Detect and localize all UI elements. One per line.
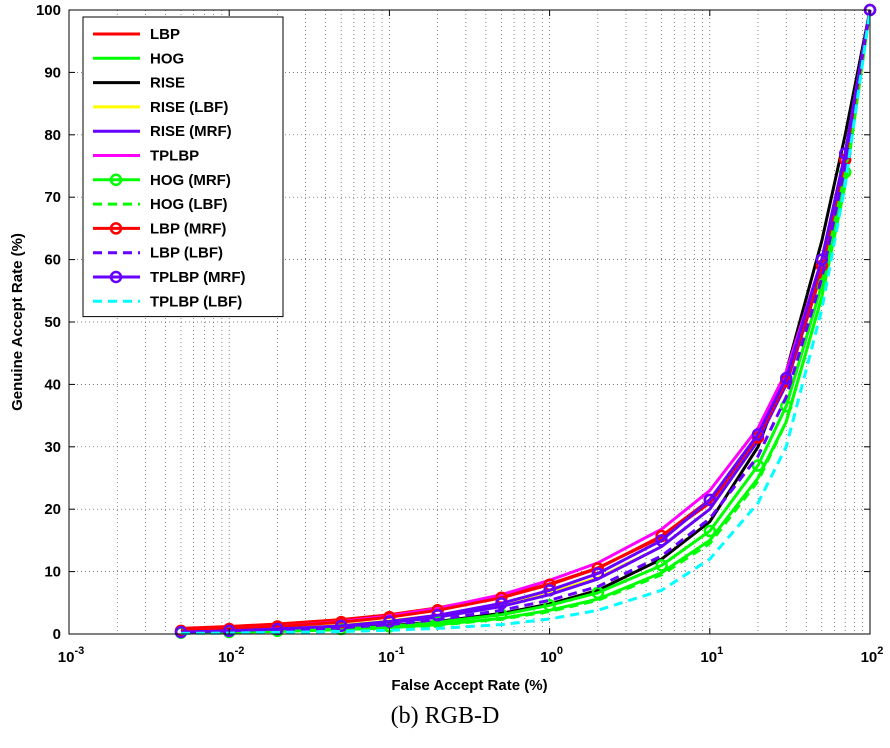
legend-label: LBP (MRF) — [150, 220, 226, 237]
x-tick-label: 102 — [861, 645, 884, 666]
series-line — [180, 9, 872, 635]
legend-label: HOG (MRF) — [150, 172, 231, 189]
y-tick-label: 30 — [44, 439, 61, 456]
y-tick-label: 90 — [44, 64, 61, 81]
series-line — [180, 9, 872, 635]
series-marker — [655, 534, 668, 547]
legend-marker — [109, 222, 123, 235]
y-tick-label: 100 — [36, 2, 61, 19]
series-marker — [543, 584, 556, 597]
legend-label: TPLBP (LBF) — [150, 293, 242, 310]
legend-marker — [109, 270, 123, 284]
series-marker — [751, 459, 765, 472]
x-tick-label: 10-1 — [378, 645, 404, 666]
legend-box — [82, 16, 284, 318]
y-tick-label: 50 — [44, 314, 61, 331]
series-marker — [751, 428, 765, 441]
series-marker — [591, 567, 605, 580]
series-marker — [495, 597, 508, 610]
y-tick-label: 70 — [44, 189, 61, 206]
legend-label: HOG (LBF) — [150, 196, 227, 213]
series-line — [180, 9, 872, 635]
series-marker — [779, 371, 793, 385]
series-marker — [815, 253, 829, 266]
series-marker — [703, 493, 717, 507]
series-marker — [655, 559, 668, 572]
series-line — [180, 9, 872, 630]
x-tick-label: 101 — [700, 645, 723, 666]
y-tick-label: 80 — [44, 127, 61, 144]
legend-label: TPLBP — [150, 148, 199, 165]
x-tick-label: 10-3 — [58, 645, 84, 666]
y-axis-label: Genuine Accept Rate (%) — [9, 233, 26, 411]
series-line — [180, 9, 872, 634]
legend-label: LBP — [150, 26, 180, 43]
legend-label: TPLBP (MRF) — [150, 269, 246, 286]
x-tick-label: 10-2 — [218, 645, 244, 666]
legend-label: LBP (LBF) — [150, 245, 223, 262]
legend-label: RISE (MRF) — [150, 123, 232, 140]
y-tick-label: 60 — [44, 252, 61, 269]
series-line — [180, 9, 872, 633]
y-tick-label: 10 — [44, 564, 61, 581]
x-tick-label: 100 — [540, 645, 563, 666]
series-marker — [334, 619, 348, 633]
legend-label: HOG — [150, 50, 184, 67]
series-lines — [174, 3, 877, 640]
y-tick-label: 20 — [44, 501, 61, 518]
series-marker — [543, 599, 556, 612]
series-marker — [703, 524, 717, 538]
legend-marker — [109, 173, 123, 187]
y-tick-label: 40 — [44, 376, 61, 393]
x-axis-label: False Accept Rate (%) — [391, 677, 547, 694]
series-line — [180, 9, 872, 634]
series-line — [180, 9, 872, 633]
legend-label: RISE (LBF) — [150, 99, 228, 116]
axis-ticks: 10-3 10-2 10-1 100 101 1020102030405060708090… — [36, 2, 883, 666]
legend: LBP HOG RISE RISE (LBF) RISE (MRF) TPLBP HOG (… — [82, 16, 284, 318]
series-marker — [383, 615, 396, 628]
series-line — [180, 9, 872, 635]
series-marker — [222, 624, 236, 638]
figure-caption: (b) RGB-D — [390, 703, 500, 729]
roc-chart: 10-3 10-2 10-1 100 101 1020102030405060708090… — [9, 2, 883, 694]
series-line — [180, 9, 872, 634]
legend-label: RISE — [150, 75, 185, 92]
y-tick-label: 0 — [53, 626, 61, 643]
series-line — [180, 9, 872, 633]
series-marker — [431, 609, 444, 622]
series-line — [180, 9, 872, 634]
